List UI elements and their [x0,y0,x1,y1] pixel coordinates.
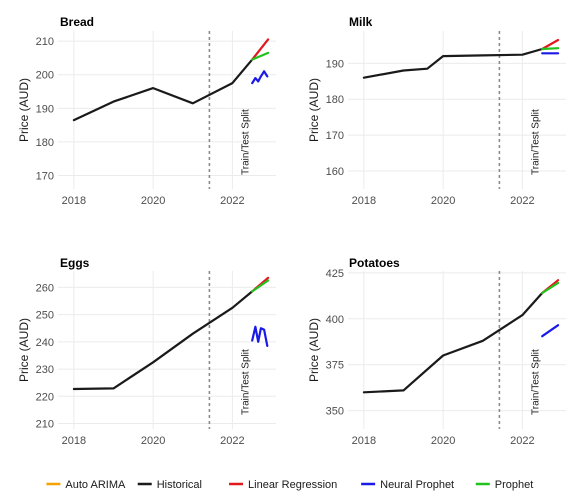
y-tick-label: 220 [36,391,54,403]
series-line-linear-regression [541,38,560,51]
y-axis-label: Price (AUD) [307,318,321,382]
panel-milk: 160 170 180 190 2018 2020 2022 Milk Price (AUD) T… [307,15,566,207]
legend-label: Prophet [495,479,534,491]
x-tick-label: 2022 [220,195,244,207]
x-tick-label: 2022 [220,435,244,447]
panel-title: Milk [349,15,373,29]
y-tick-label: 250 [36,310,54,322]
y-tick-label: 180 [36,137,54,149]
y-tick-label: 190 [36,103,54,115]
x-tick-label: 2020 [141,195,165,207]
series-line-historical [362,47,544,79]
y-tick-label: 170 [36,171,54,183]
y-tick-label: 190 [326,58,344,70]
series-line-neural-prophet [541,324,560,338]
panel-eggs: 210 220 230 240 250 260 2018 2020 2022 Eggs Price … [17,256,276,447]
panel-title: Bread [60,15,94,29]
x-tick-label: 2022 [510,435,534,447]
split-label: Train/Test Split [240,349,251,415]
series-line-historical [72,290,254,391]
series-line-prophet [251,51,270,61]
y-axis-label: Price (AUD) [17,318,31,382]
y-tick-label: 375 [326,360,344,372]
y-tick-label: 230 [36,364,54,376]
x-tick-label: 2020 [141,435,165,447]
y-axis-label: Price (AUD) [307,78,321,142]
legend: Auto ARIMA Historical Linear Regression Neu… [46,479,533,491]
series-line-prophet [541,47,560,51]
y-tick-label: 160 [326,166,344,178]
series-line-linear-regression [251,38,270,61]
y-tick-label: 400 [326,314,344,326]
x-tick-label: 2018 [352,195,376,207]
y-tick-label: 210 [36,419,54,431]
y-tick-label: 210 [36,36,54,48]
y-tick-label: 425 [326,268,344,280]
legend-item-auto-arima: Auto ARIMA [46,479,126,491]
legend-item-neural-prophet: Neural Prophet [361,479,454,491]
series-line-neural-prophet [251,70,269,85]
y-tick-label: 170 [326,130,344,142]
series-line-neural-prophet [251,325,269,347]
legend-label: Neural Prophet [380,479,454,491]
y-tick-label: 240 [36,337,54,349]
series-line-historical [72,58,254,122]
series-line-prophet [251,279,270,293]
legend-label: Historical [157,479,202,491]
legend-item-prophet: Prophet [475,479,534,491]
y-tick-label: 200 [36,70,54,82]
split-label: Train/Test Split [240,109,251,175]
legend-item-historical: Historical [137,479,202,491]
series-line-prophet [541,281,560,295]
y-tick-label: 180 [326,94,344,106]
x-tick-label: 2020 [431,195,455,207]
legend-label: Linear Regression [248,479,337,491]
panel-title: Eggs [60,256,90,270]
series-line-historical [362,291,544,394]
y-tick-label: 260 [36,282,54,294]
legend-label: Auto ARIMA [65,479,126,491]
panel-bread: 170 180 190 200 210 2018 2020 2022 Bread Price (A… [17,15,276,207]
x-tick-label: 2018 [62,195,86,207]
legend-item-linear-regression: Linear Regression [229,479,337,491]
split-label: Train/Test Split [530,349,541,415]
panel-title: Potatoes [349,256,400,270]
y-tick-label: 350 [326,406,344,418]
x-tick-label: 2022 [510,195,534,207]
panel-potatoes: 350 375 400 425 2018 2020 2022 Potatoes Price (A… [307,256,566,447]
panels: 170 180 190 200 210 2018 2020 2022 Bread Price (A… [17,15,566,447]
x-tick-label: 2020 [431,435,455,447]
x-tick-label: 2018 [352,435,376,447]
y-axis-label: Price (AUD) [17,78,31,142]
split-label: Train/Test Split [530,109,541,175]
x-tick-label: 2018 [62,435,86,447]
